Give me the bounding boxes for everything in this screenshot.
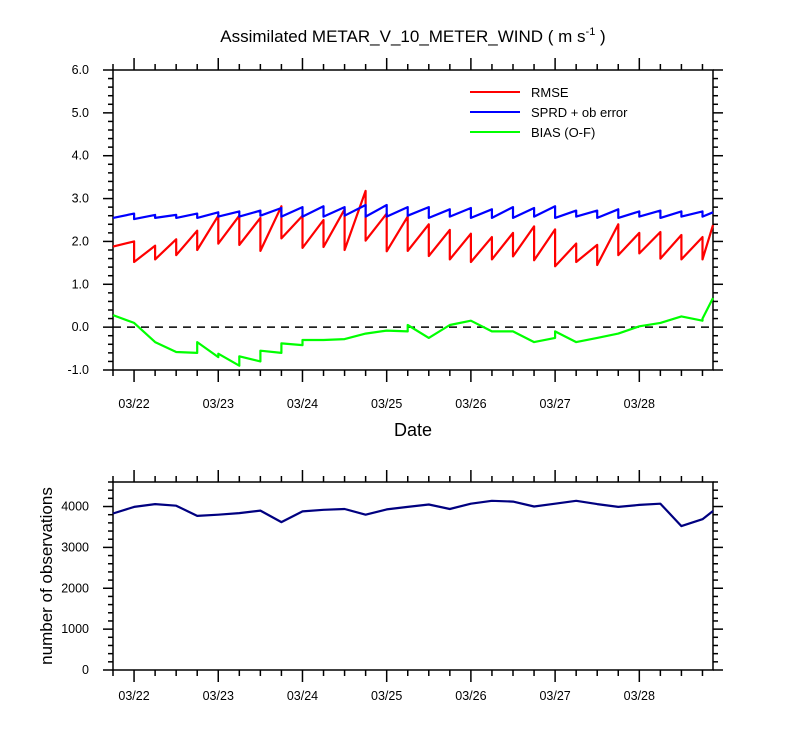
x-tick-label: 03/23 [203,689,234,703]
series-line-bias-o-f [112,297,714,367]
y-tick-label: 4.0 [72,149,89,163]
y-tick-label: 6.0 [72,63,89,77]
x-tick-label: 03/22 [118,397,149,411]
x-tick-label: 03/23 [203,397,234,411]
x-tick-label: 03/26 [455,397,486,411]
legend-label: RMSE [531,85,569,100]
panel-1: 03/22 03/23 03/24 03/25 03/26 03/27 03/28 -1.0 0… [67,26,723,440]
series-line-rmse [112,189,715,268]
y-tick-label: -1.0 [67,363,89,377]
x-axis-label: Date [394,420,432,440]
y-tick-label: 3000 [61,540,89,554]
x-tick-label: 03/28 [624,689,655,703]
chart-title: Assimilated METAR_V_10_METER_WIND ( m s-… [220,26,605,46]
legend: RMSE SPRD + ob error BIAS (O-F) [470,85,628,140]
series-line-observations [112,499,714,528]
x-tick-label: 03/27 [539,689,570,703]
plot-frame [112,481,714,671]
y-tick-label: 4000 [61,500,89,514]
y-axis-label: number of observations [37,487,56,665]
x-tick-label: 03/25 [371,689,402,703]
plot-frame [112,69,714,371]
legend-label: SPRD + ob error [531,105,628,120]
x-tick-label: 03/25 [371,397,402,411]
y-tick-label: 0 [82,663,89,677]
x-tick-label: 03/28 [624,397,655,411]
x-tick-label: 03/27 [539,397,570,411]
x-tick-label: 03/24 [287,397,318,411]
y-tick-label: 2.0 [72,234,89,248]
y-tick-label: 1000 [61,622,89,636]
panel-2: 03/22 03/23 03/24 03/25 03/26 03/27 03/28 0 1000… [37,470,723,703]
x-tick-label: 03/22 [118,689,149,703]
series-line-sprd-ob-error [112,203,714,221]
y-tick-label: 1.0 [72,277,89,291]
x-tick-label: 03/26 [455,689,486,703]
y-tick-label: 0.0 [72,320,89,334]
y-tick-label: 5.0 [72,106,89,120]
y-tick-label: 3.0 [72,192,89,206]
y-tick-label: 2000 [61,581,89,595]
x-tick-label: 03/24 [287,689,318,703]
legend-label: BIAS (O-F) [531,125,595,140]
